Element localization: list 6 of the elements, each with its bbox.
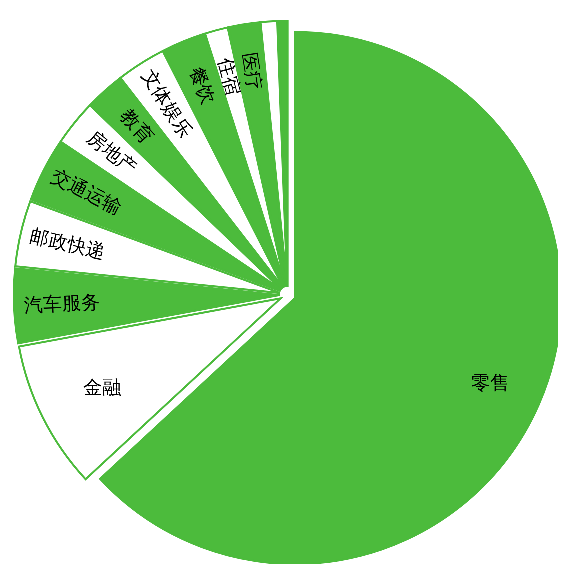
slice-label: 汽车服务 xyxy=(24,292,100,317)
slice-label: 交通运输 xyxy=(48,165,126,220)
slice-label: 邮政快递 xyxy=(28,225,108,264)
slice-label: 金融 xyxy=(84,377,122,400)
slice-label: 教育 xyxy=(116,105,158,148)
slice-label: 零售 xyxy=(471,372,510,394)
